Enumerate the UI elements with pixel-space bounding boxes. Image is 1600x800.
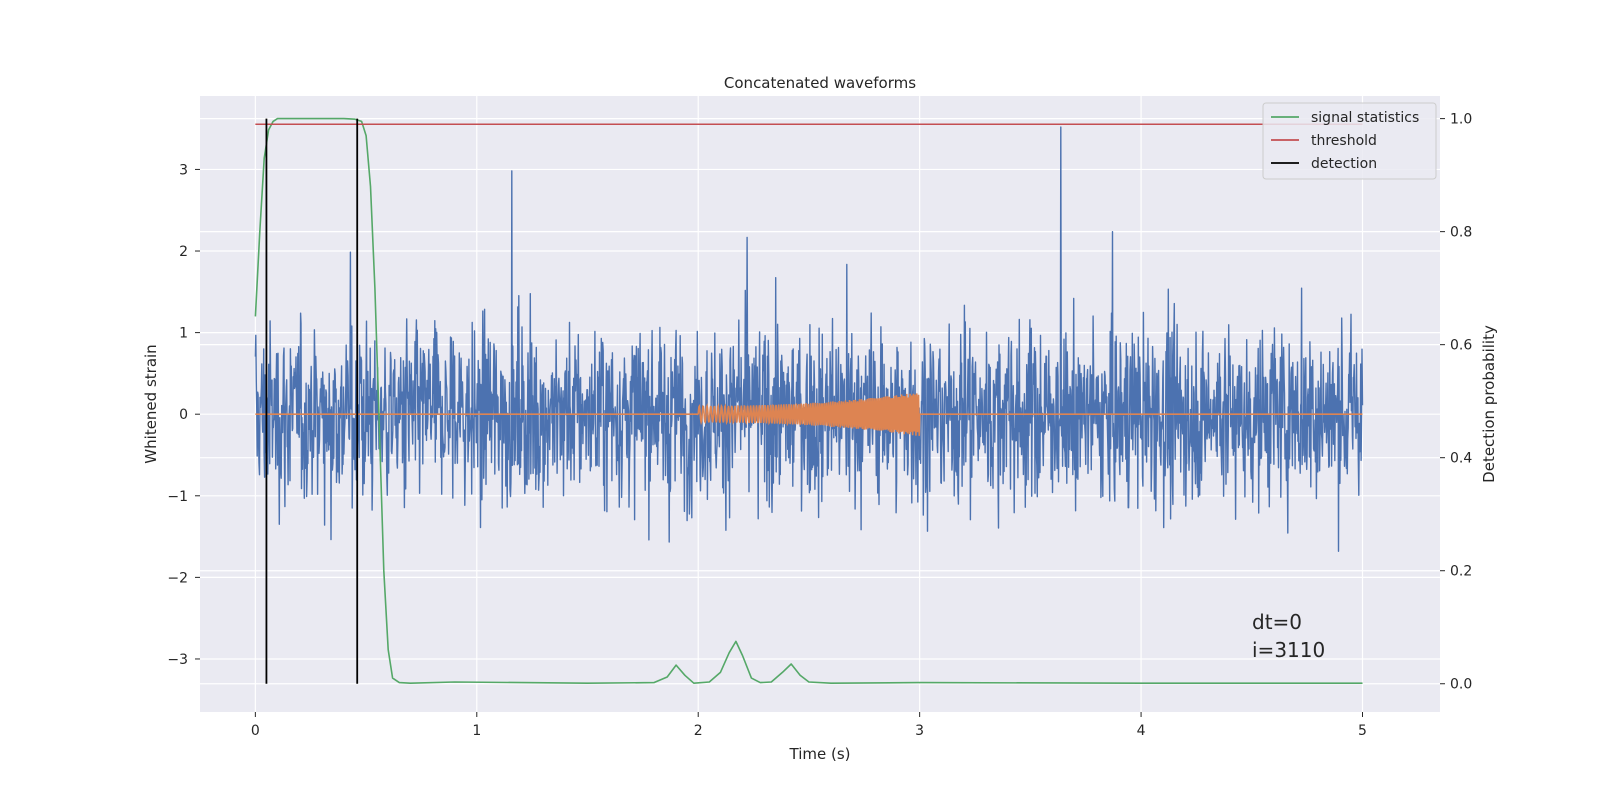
y-right-tick-label: 0.8: [1450, 225, 1472, 241]
x-tick-label: 4: [1137, 723, 1146, 739]
annotation-dt: dt=0: [1252, 610, 1302, 634]
y-right-tick-label: 0.2: [1450, 564, 1472, 580]
plot-series: [254, 117, 1364, 684]
x-tick-label: 3: [915, 723, 924, 739]
y-right-tick-label: 0.4: [1450, 451, 1472, 467]
y-right-tick-label: 1.0: [1450, 112, 1472, 128]
legend-box: [1262, 102, 1437, 180]
y-right-tick-label: 0.0: [1450, 677, 1472, 693]
x-tick-label: 5: [1358, 723, 1367, 739]
legend-label: threshold: [1311, 133, 1377, 149]
y-left-tick-label: −1: [167, 489, 188, 505]
y-right-tick-label: 0.6: [1450, 338, 1472, 354]
y-left-tick-label: −2: [167, 570, 188, 586]
y-left-tick-label: 3: [179, 162, 188, 178]
y-axis-right-label: Detection probability: [1480, 325, 1498, 483]
series-injected-signal-line: [255, 393, 1363, 436]
legend-label: signal statistics: [1311, 110, 1419, 126]
annotation-i: i=3110: [1252, 638, 1325, 662]
y-left-tick-label: −3: [167, 652, 188, 668]
axis-ticks: 0 1 2 3 4 5 −3 −2 −1 0 1 2 3 0.0 0.2 0.4 0.6 0.8 1.0: [167, 112, 1472, 739]
y-left-tick-label: 2: [179, 244, 188, 260]
x-tick-label: 1: [472, 723, 481, 739]
x-tick-label: 2: [694, 723, 703, 739]
y-left-tick-label: 1: [179, 326, 188, 342]
legend: signal statistics threshold detection: [1262, 102, 1437, 180]
chart-title: Concatenated waveforms: [724, 74, 916, 92]
x-axis-label: Time (s): [789, 745, 851, 763]
x-tick-label: 0: [251, 723, 260, 739]
legend-label: detection: [1311, 156, 1377, 172]
series-detection-overlay: [254, 117, 1363, 684]
y-left-tick-label: 0: [179, 407, 188, 423]
series-signal-statistics-line: [254, 117, 1363, 684]
series-injected-signal: [255, 393, 1363, 436]
y-axis-left-label: Whitened strain: [142, 344, 160, 463]
